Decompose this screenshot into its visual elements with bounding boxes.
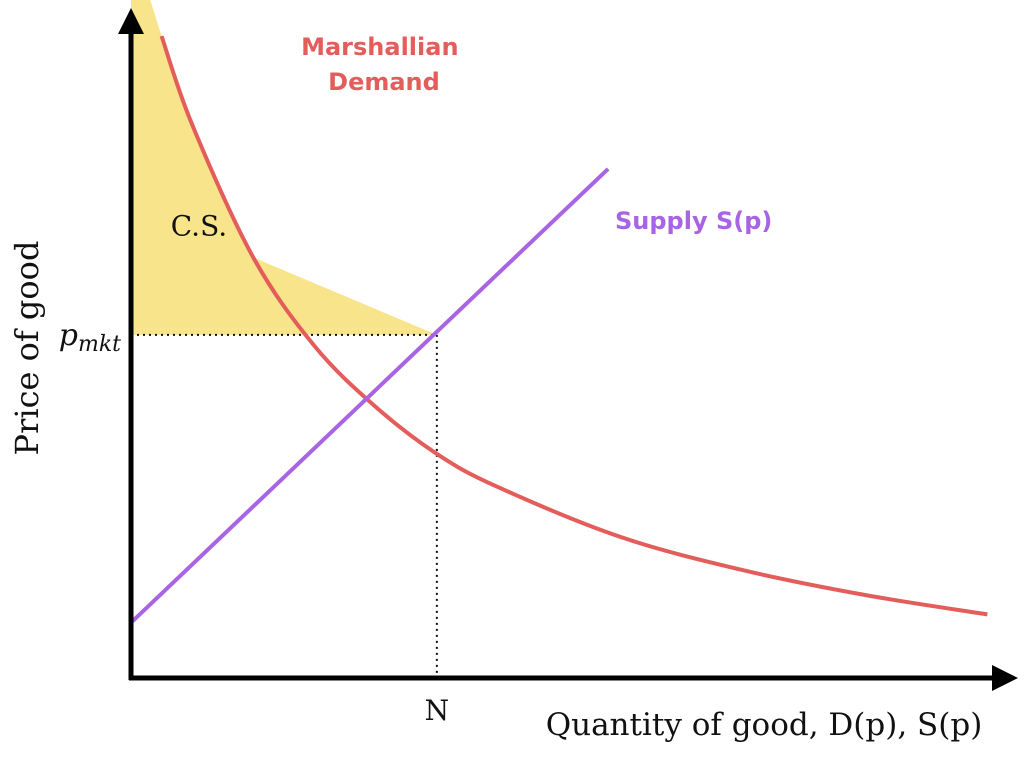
- y-axis-title: Price of good: [8, 241, 46, 456]
- demand-curve-label: Marshallian Demand: [301, 33, 467, 96]
- x-axis-title: Quantity of good, D(p), S(p): [546, 707, 983, 743]
- consumer-surplus-label: C.S.: [171, 209, 227, 242]
- demand-curve: [159, 35, 988, 617]
- x-axis-arrow: [992, 665, 1018, 691]
- consumer-surplus-area: [131, 0, 437, 335]
- supply-curve: [129, 167, 610, 625]
- supply-curve-label: Supply S(p): [615, 207, 772, 235]
- equilibrium-quantity-label: N: [425, 694, 450, 727]
- market-price-label: pmkt: [59, 318, 121, 357]
- y-axis-arrow: [118, 8, 144, 34]
